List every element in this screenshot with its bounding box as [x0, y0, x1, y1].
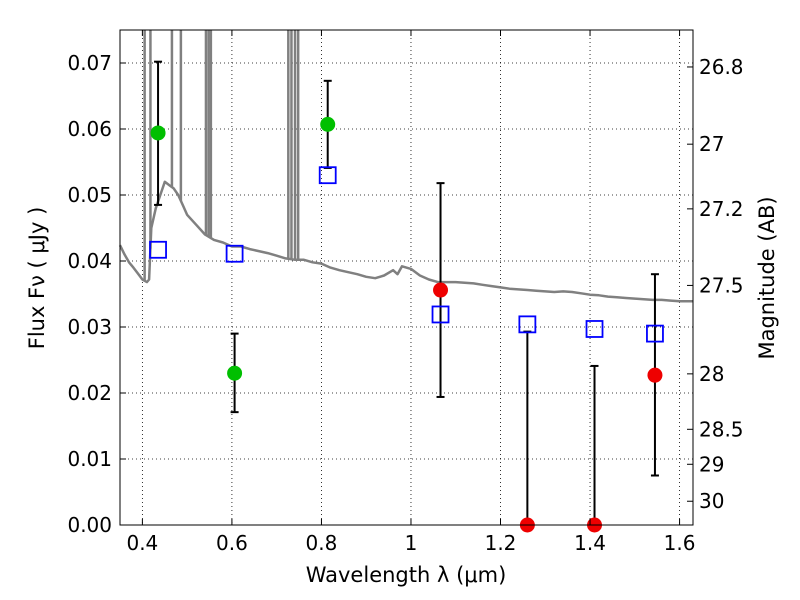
x-tick-label: 1.2	[485, 531, 517, 555]
magnitude-tick-label: 27.2	[699, 197, 744, 221]
y-tick-label: 0.07	[67, 51, 112, 75]
x-tick-label: 1.6	[664, 531, 696, 555]
blue-square-marker	[518, 315, 537, 334]
blue-square-marker	[149, 240, 167, 259]
green-circle-marker	[320, 116, 336, 132]
y-axis-ticks: 0.00 0.01 0.02 0.03 0.04 0.05 0.06 0.07	[67, 51, 126, 537]
data-points	[149, 60, 664, 533]
x-axis-ticks: 0.4 0.6 0.8 1 1.2 1.4 1.6	[126, 30, 695, 555]
blue-square-marker	[646, 324, 664, 343]
green-circle-marker	[150, 125, 166, 141]
magnitude-tick-label: 27	[699, 132, 724, 156]
magnitude-tick-label: 28.5	[699, 417, 744, 441]
grid-lines	[120, 30, 693, 525]
y-tick-label: 0.05	[67, 183, 112, 207]
y-axis-label: Flux Fν ( μJy )	[25, 207, 49, 350]
x-tick-label: 1.4	[574, 531, 606, 555]
y-tick-label: 0.04	[67, 249, 112, 273]
red-circle-marker	[647, 367, 663, 383]
magnitude-tick-label: 28	[699, 362, 724, 386]
magnitude-axis-ticks: 26.8 27 27.2 27.5 28 28.5 29 30	[687, 55, 744, 513]
y-tick-label: 0.03	[67, 315, 112, 339]
green-circle-marker	[227, 365, 243, 381]
x-axis-label: Wavelength λ (μm)	[306, 563, 507, 587]
blue-square-marker	[431, 305, 450, 324]
x-tick-label: 0.4	[126, 531, 158, 555]
red-circle-marker	[433, 282, 449, 298]
x-tick-label: 0.8	[306, 531, 338, 555]
magnitude-tick-label: 27.5	[699, 273, 744, 297]
magnitude-tick-label: 26.8	[699, 55, 744, 79]
y-tick-label: 0.06	[67, 117, 112, 141]
model-spectrum	[118, 30, 693, 303]
y-tick-label: 0.02	[67, 381, 112, 405]
blue-square-marker	[585, 320, 604, 338]
x-tick-label: 1	[405, 531, 418, 555]
blue-square-marker	[225, 244, 244, 263]
y-tick-label: 0.00	[67, 513, 112, 537]
blue-square-marker	[318, 166, 337, 185]
magnitude-tick-label: 30	[699, 489, 724, 513]
y-tick-label: 0.01	[67, 447, 112, 471]
plot-frame	[119, 29, 694, 526]
right-axis-label: Magnitude (AB)	[755, 196, 779, 359]
magnitude-tick-label: 29	[699, 452, 724, 476]
x-tick-label: 0.6	[216, 531, 248, 555]
